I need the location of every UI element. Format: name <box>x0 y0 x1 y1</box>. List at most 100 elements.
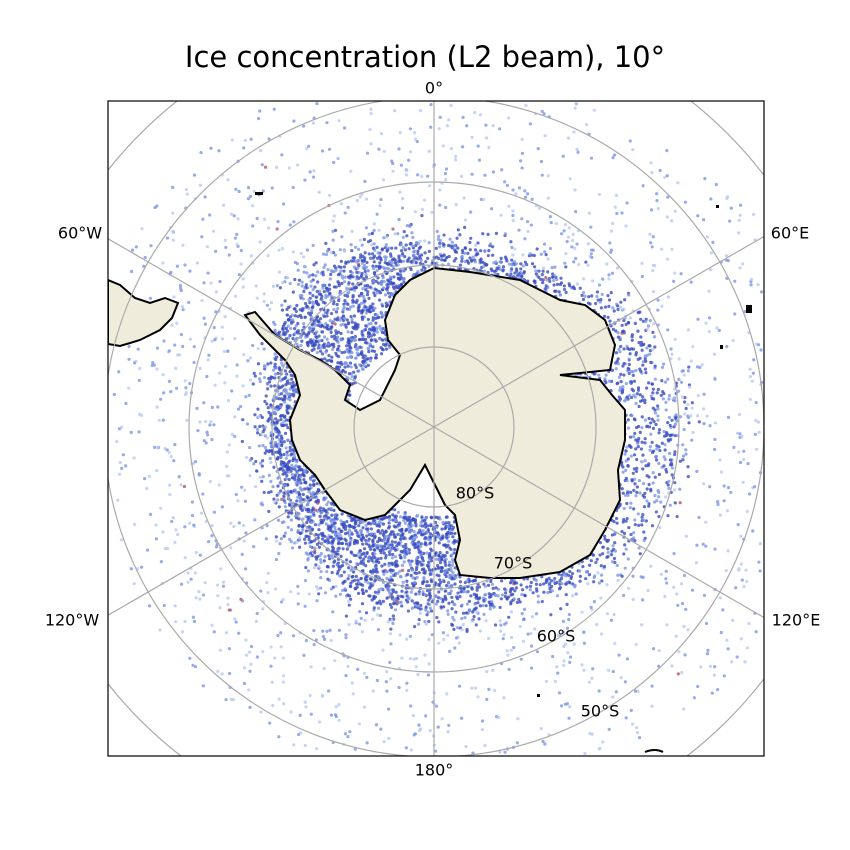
ice-point <box>438 561 443 565</box>
ice-point <box>276 484 280 488</box>
ice-point <box>499 579 504 583</box>
ice-point <box>319 569 323 574</box>
ice-point <box>686 465 690 469</box>
ice-point <box>282 494 286 498</box>
ice-point <box>379 258 383 262</box>
ice-point <box>325 294 329 299</box>
ice-point <box>273 376 277 380</box>
ice-point <box>558 579 562 583</box>
ice-point <box>678 501 682 505</box>
ice-point <box>670 418 674 422</box>
ice-point <box>383 258 388 262</box>
ice-point <box>352 288 357 292</box>
ice-point <box>619 372 623 376</box>
ice-point <box>645 386 649 390</box>
ice-point <box>326 577 330 581</box>
ice-point <box>329 272 333 276</box>
ice-point <box>327 557 332 561</box>
ice-point <box>625 501 629 506</box>
ice-point <box>261 459 265 463</box>
ice-point <box>407 256 411 260</box>
ice-point <box>427 249 431 254</box>
ice-point <box>322 335 327 339</box>
ice-point <box>532 265 537 269</box>
ice-point <box>435 615 439 620</box>
ice-point <box>379 281 383 285</box>
ice-point <box>286 515 290 519</box>
ice-point <box>616 362 620 366</box>
ice-point <box>340 281 344 286</box>
ice-point <box>667 397 671 401</box>
ice-point <box>356 266 360 270</box>
ice-point <box>284 476 289 481</box>
ice-point <box>347 603 351 607</box>
ice-point <box>350 271 354 275</box>
ice-point <box>425 580 429 584</box>
ice-point <box>313 523 318 527</box>
ice-point <box>428 591 432 595</box>
ice-point <box>686 474 690 479</box>
ice-point <box>621 520 625 524</box>
ice-point <box>397 600 402 604</box>
ice-point <box>447 601 451 605</box>
ice-point <box>308 291 312 295</box>
ice-point <box>620 574 624 578</box>
ice-point <box>615 563 619 568</box>
ice-point <box>584 260 588 264</box>
ice-point <box>316 280 320 284</box>
ice-point <box>645 487 649 491</box>
ice-point <box>565 602 569 606</box>
ice-point <box>346 330 350 334</box>
ice-point <box>363 269 367 274</box>
ice-point <box>381 599 386 603</box>
ice-point <box>509 600 513 604</box>
ice-point <box>443 594 447 598</box>
ice-point <box>611 327 615 331</box>
ice-point <box>504 257 508 261</box>
ice-point <box>403 248 408 252</box>
ice-point <box>434 557 439 561</box>
ice-point <box>684 448 688 452</box>
ice-point <box>264 448 269 453</box>
ice-point <box>388 548 393 553</box>
ice-point <box>631 373 635 377</box>
ice-point <box>337 527 341 531</box>
ice-point <box>342 265 347 269</box>
ice-point <box>419 603 423 608</box>
ice-point <box>349 314 353 319</box>
ice-point <box>413 580 417 584</box>
ice-point <box>434 246 438 250</box>
ice-point <box>367 335 371 339</box>
ice-point <box>370 231 374 236</box>
ice-point <box>366 363 370 367</box>
ice-point <box>332 334 337 338</box>
ice-point <box>399 537 403 541</box>
ice-point <box>288 445 292 450</box>
ice-point <box>641 363 645 367</box>
ice-point <box>316 323 320 328</box>
ice-point <box>549 579 553 583</box>
ice-point <box>364 273 368 277</box>
ice-point <box>620 390 625 394</box>
ice-point <box>620 529 624 534</box>
ice-point <box>628 393 632 397</box>
ice-point <box>401 246 406 250</box>
ice-point <box>631 471 635 475</box>
ice-point <box>293 475 297 479</box>
ice-point <box>332 307 336 312</box>
ice-point <box>633 523 637 527</box>
ice-point <box>364 288 368 292</box>
ice-point <box>409 241 413 245</box>
ice-point <box>362 237 366 242</box>
ice-point <box>635 457 639 462</box>
ice-point <box>510 267 514 271</box>
ice-point <box>311 293 315 298</box>
ice-point <box>345 286 349 290</box>
ice-point <box>313 551 317 555</box>
ice-point <box>423 266 427 270</box>
ice-point <box>301 307 305 311</box>
ice-point <box>537 275 541 279</box>
ice-point <box>624 468 628 473</box>
ice-point <box>389 627 393 631</box>
ice-point <box>262 375 267 380</box>
